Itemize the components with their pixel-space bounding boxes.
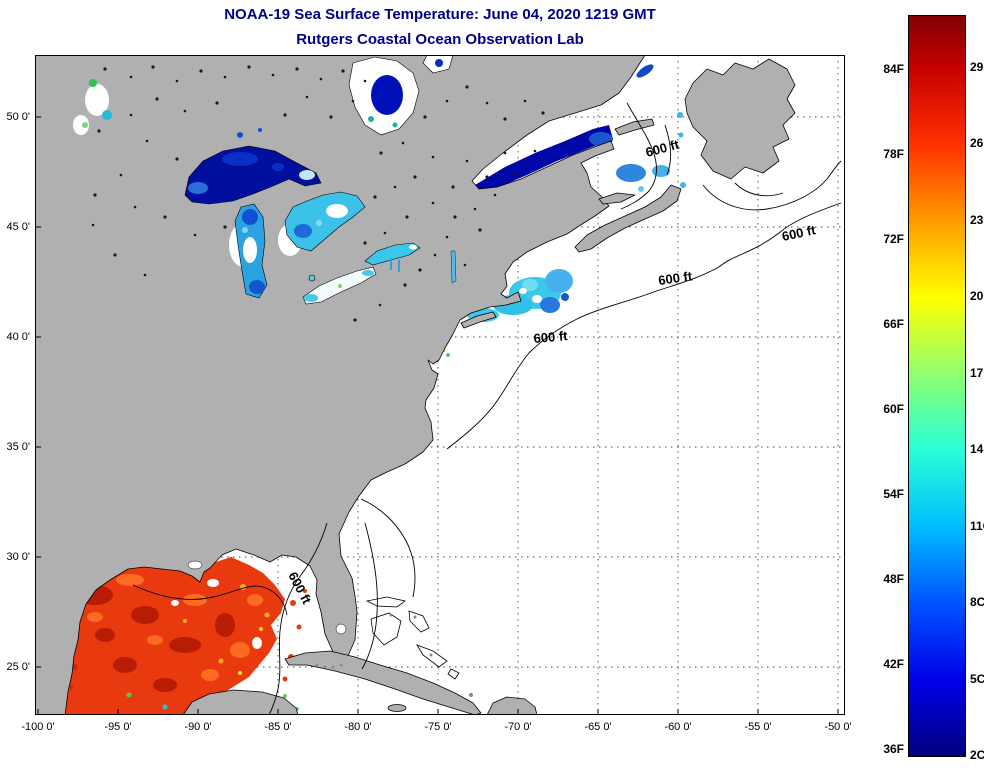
x-tick-label: -100 0' xyxy=(21,721,55,733)
colorbar-c-label: 20C xyxy=(970,289,984,303)
colorbar-f-label: 78F xyxy=(883,147,904,161)
nova-scotia xyxy=(574,184,682,253)
colorbar-c-label: 29C xyxy=(970,60,984,74)
x-tick-label: -80 0' xyxy=(344,721,372,733)
x-tick-label: -65 0' xyxy=(584,721,612,733)
lake-champlain xyxy=(450,250,457,284)
y-tick-label: 30 0' xyxy=(6,551,30,563)
y-tick-label: 50 0' xyxy=(6,111,30,123)
colorbar-f-label: 60F xyxy=(883,402,904,416)
y-tick-label: 25 0' xyxy=(6,661,30,673)
colorbar-c-label: 2C xyxy=(970,748,984,762)
lake-st-clair xyxy=(308,274,316,282)
st-lawrence-sst xyxy=(475,125,613,195)
x-tick-label: -60 0' xyxy=(664,721,692,733)
colorbar-f-label: 72F xyxy=(883,232,904,246)
x-tick-label: -75 0' xyxy=(424,721,452,733)
colorbar-c-label: 5C xyxy=(970,672,984,686)
x-tick-label: -55 0' xyxy=(744,721,772,733)
colorbar-f-label: 54F xyxy=(883,487,904,501)
x-tick-label: -90 0' xyxy=(184,721,212,733)
plot-frame xyxy=(35,55,845,715)
hispaniola xyxy=(486,696,538,715)
colorbar-f-label: 36F xyxy=(883,742,904,756)
x-tick-label: -85 0' xyxy=(264,721,292,733)
yucatan xyxy=(182,689,299,715)
bahama-banks xyxy=(365,596,473,697)
y-tick-label: 35 0' xyxy=(6,441,30,453)
gulf-sst-texture xyxy=(69,574,307,711)
inland-water-layer xyxy=(73,55,545,635)
sst-map: 600 ft 600 ft 600 ft 600 ft 600 ft xyxy=(35,55,845,715)
jamaica xyxy=(387,704,407,712)
mainland xyxy=(35,55,646,715)
small-lakes xyxy=(91,65,545,322)
long-island xyxy=(460,311,497,329)
newfoundland xyxy=(684,58,796,180)
depth-contour-label: 600 ft xyxy=(781,222,818,244)
lake-superior xyxy=(184,145,322,205)
colorbar-c-label: 26C xyxy=(970,136,984,150)
x-tick-label: -95 0' xyxy=(104,721,132,733)
y-tick-label: 40 0' xyxy=(6,331,30,343)
colorbar-f-label: 84F xyxy=(883,62,904,76)
lake-okeechobee xyxy=(335,623,347,635)
colorbar-c-label: 14C xyxy=(970,442,984,456)
lake-pontchartrain xyxy=(187,560,203,570)
colorbar-f-label: 48F xyxy=(883,572,904,586)
bathymetry-contours xyxy=(132,102,842,715)
depth-contour-label: 600 ft xyxy=(657,268,693,288)
colorbar-c-label: 8C xyxy=(970,595,984,609)
depth-contour-label: 600 ft xyxy=(533,328,569,346)
anticosti-island xyxy=(614,118,655,136)
colorbar-c-label: 23C xyxy=(970,213,984,227)
figure-subtitle: Rutgers Coastal Ocean Observation Lab xyxy=(296,31,584,48)
colorbar-c-label: 17C xyxy=(970,366,984,380)
figure-title: NOAA-19 Sea Surface Temperature: June 04… xyxy=(224,6,656,23)
colorbar-c-label: 11C xyxy=(970,519,984,533)
prince-edward-island xyxy=(598,192,636,205)
x-tick-label: -50 0' xyxy=(824,721,852,733)
land-layer xyxy=(35,55,796,715)
florida-keys xyxy=(315,663,343,669)
y-tick-label: 45 0' xyxy=(6,221,30,233)
lake-ontario xyxy=(364,242,421,266)
sst-ocean-layer xyxy=(61,64,686,715)
colorbar-f-label: 42F xyxy=(883,657,904,671)
x-tick-label: -70 0' xyxy=(504,721,532,733)
temperature-colorbar xyxy=(908,15,966,757)
colorbar-f-label: 66F xyxy=(883,317,904,331)
